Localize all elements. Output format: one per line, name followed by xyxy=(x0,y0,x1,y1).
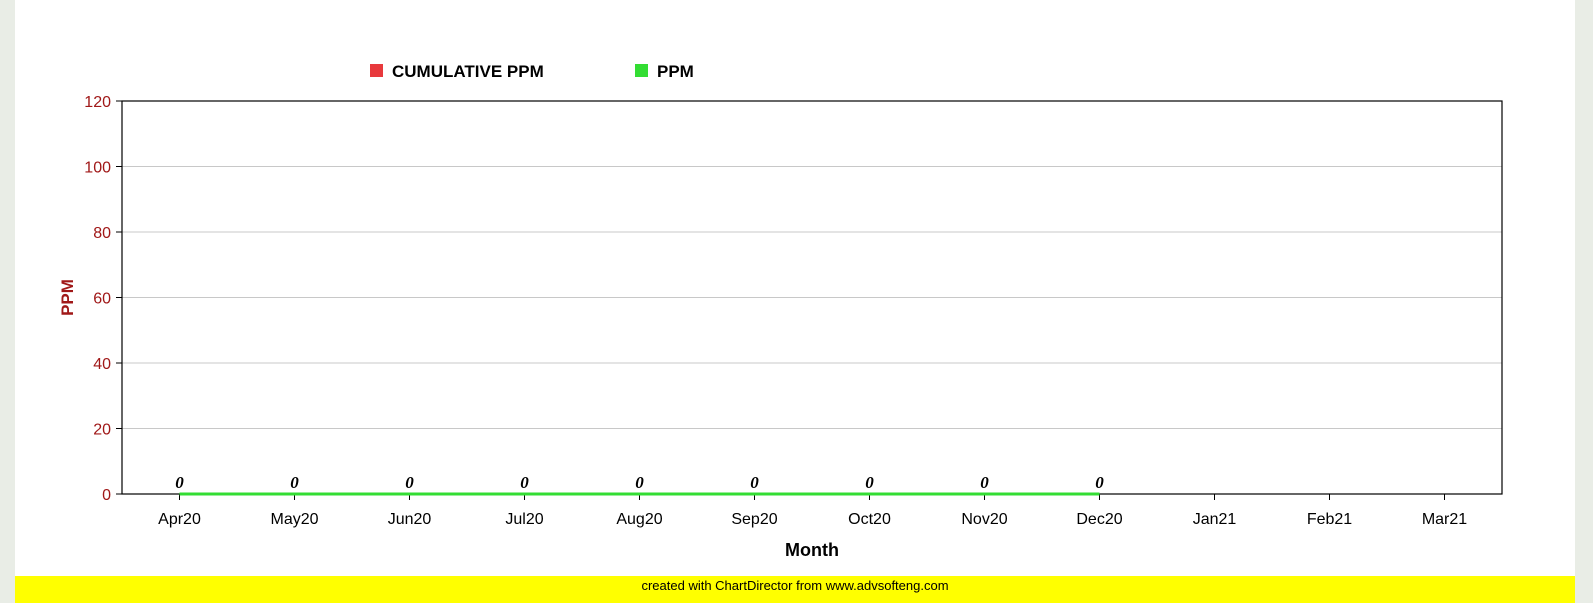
data-label: 0 xyxy=(405,473,414,492)
legend-swatch xyxy=(635,64,648,77)
x-tick-label: Oct20 xyxy=(848,511,891,528)
x-tick-label: Jun20 xyxy=(388,511,432,528)
x-tick-label: Dec20 xyxy=(1076,511,1122,528)
footer-credit: created with ChartDirector from www.advs… xyxy=(15,576,1575,603)
chart: 0 20 40 60 80 100 120 Apr20 May20 Jun20 Jul20 Aug20… xyxy=(58,62,1503,560)
data-label: 0 xyxy=(290,473,299,492)
y-tick-label: 20 xyxy=(93,422,111,439)
x-axis-title: Month xyxy=(785,540,839,560)
y-tick-label: 100 xyxy=(84,160,111,177)
x-tick-label: Mar21 xyxy=(1422,511,1467,528)
data-label: 0 xyxy=(635,473,644,492)
legend-swatch xyxy=(370,64,383,77)
legend-label: PPM xyxy=(657,62,694,81)
data-label: 0 xyxy=(520,473,529,492)
y-tick-label: 80 xyxy=(93,225,111,242)
data-label: 0 xyxy=(865,473,874,492)
y-tick-label: 0 xyxy=(102,487,111,504)
x-tick-label: Aug20 xyxy=(616,511,662,528)
y-tick-label: 60 xyxy=(93,291,111,308)
data-label: 0 xyxy=(1095,473,1104,492)
y-tick-label: 40 xyxy=(93,356,111,373)
x-tick-label: Apr20 xyxy=(158,511,201,528)
data-label: 0 xyxy=(980,473,989,492)
data-label: 0 xyxy=(750,473,759,492)
chart-canvas: 0 20 40 60 80 100 120 Apr20 May20 Jun20 Jul20 Aug20… xyxy=(15,0,1575,603)
x-tick-label: Feb21 xyxy=(1307,511,1352,528)
x-tick-label: Nov20 xyxy=(961,511,1007,528)
data-label: 0 xyxy=(175,473,184,492)
x-tick-label: May20 xyxy=(270,511,318,528)
y-tick-label: 120 xyxy=(84,94,111,111)
footer-credit-text: created with ChartDirector from www.advs… xyxy=(641,578,949,593)
y-axis-title: PPM xyxy=(58,279,77,316)
x-tick-label: Sep20 xyxy=(731,511,777,528)
x-tick-label: Jan21 xyxy=(1193,511,1237,528)
legend-label: CUMULATIVE PPM xyxy=(392,62,544,81)
x-tick-label: Jul20 xyxy=(505,511,543,528)
